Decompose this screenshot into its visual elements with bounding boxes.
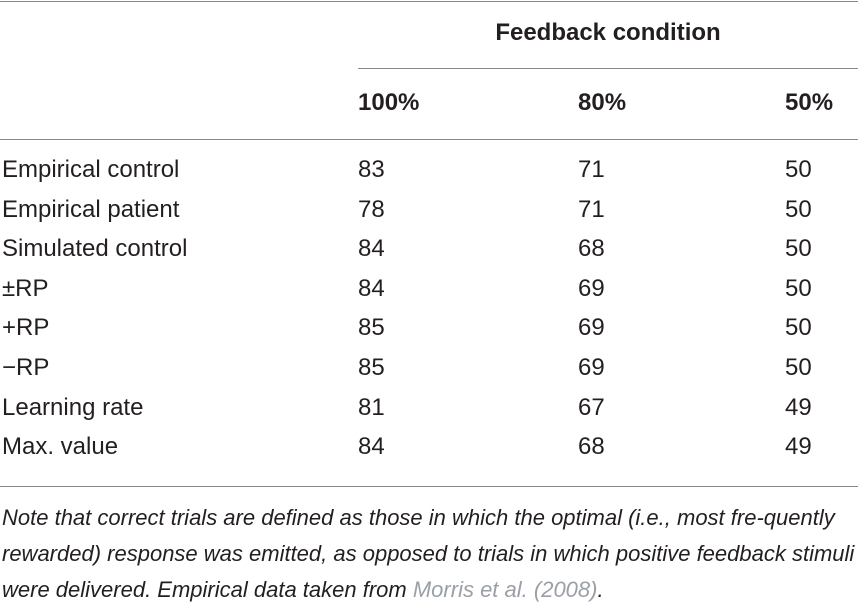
- cell-50: 50: [785, 275, 812, 302]
- feedback-condition-header: Feedback condition: [495, 19, 721, 46]
- cell-100: 84: [358, 433, 385, 460]
- group-header-rule: [358, 68, 858, 69]
- cell-50: 50: [785, 314, 812, 341]
- row-label: Empirical patient: [2, 196, 180, 223]
- table-row: +RP 85 69 50: [0, 313, 858, 353]
- cell-80: 71: [578, 196, 605, 223]
- reference-link[interactable]: Morris et al. (2008): [412, 577, 598, 602]
- footnote-end: .: [597, 577, 604, 602]
- column-header-100: 100%: [358, 89, 420, 116]
- cell-100: 83: [358, 156, 385, 183]
- cell-50: 50: [785, 354, 812, 381]
- table-bottom-rule: [0, 486, 858, 487]
- cell-80: 71: [578, 156, 605, 183]
- cell-100: 85: [358, 314, 385, 341]
- cell-80: 69: [578, 275, 605, 302]
- cell-100: 84: [358, 275, 385, 302]
- row-label: ±RP: [2, 275, 49, 302]
- table-row: Empirical patient 78 71 50: [0, 195, 858, 235]
- cell-100: 81: [358, 394, 385, 421]
- cell-80: 69: [578, 354, 605, 381]
- cell-80: 67: [578, 394, 605, 421]
- row-label: Empirical control: [2, 156, 180, 183]
- footnote-text: Note that correct trials are defined as …: [2, 505, 855, 602]
- cell-80: 68: [578, 235, 605, 262]
- table-row: −RP 85 69 50: [0, 353, 858, 393]
- cell-50: 50: [785, 235, 812, 262]
- row-label: +RP: [2, 314, 50, 341]
- table-row: Max. value 84 68 49: [0, 432, 858, 472]
- table-top-rule: [0, 1, 858, 2]
- table-row: Simulated control 84 68 50: [0, 234, 858, 274]
- table-footnote: Note that correct trials are defined as …: [2, 500, 856, 608]
- cell-50: 49: [785, 394, 812, 421]
- cell-80: 69: [578, 314, 605, 341]
- column-header-50: 50%: [785, 89, 834, 116]
- cell-50: 50: [785, 156, 812, 183]
- column-header-80: 80%: [578, 89, 627, 116]
- row-label: Learning rate: [2, 394, 144, 421]
- cell-100: 84: [358, 235, 385, 262]
- cell-100: 85: [358, 354, 385, 381]
- row-label: Max. value: [2, 433, 119, 460]
- cell-50: 49: [785, 433, 812, 460]
- table-row: Learning rate 81 67 49: [0, 393, 858, 433]
- row-label: Simulated control: [2, 235, 188, 262]
- table-row: Empirical control 83 71 50: [0, 155, 858, 195]
- row-label: −RP: [2, 354, 50, 381]
- cell-100: 78: [358, 196, 385, 223]
- table-row: ±RP 84 69 50: [0, 274, 858, 314]
- header-bottom-rule: [0, 139, 858, 140]
- cell-80: 68: [578, 433, 605, 460]
- cell-50: 50: [785, 196, 812, 223]
